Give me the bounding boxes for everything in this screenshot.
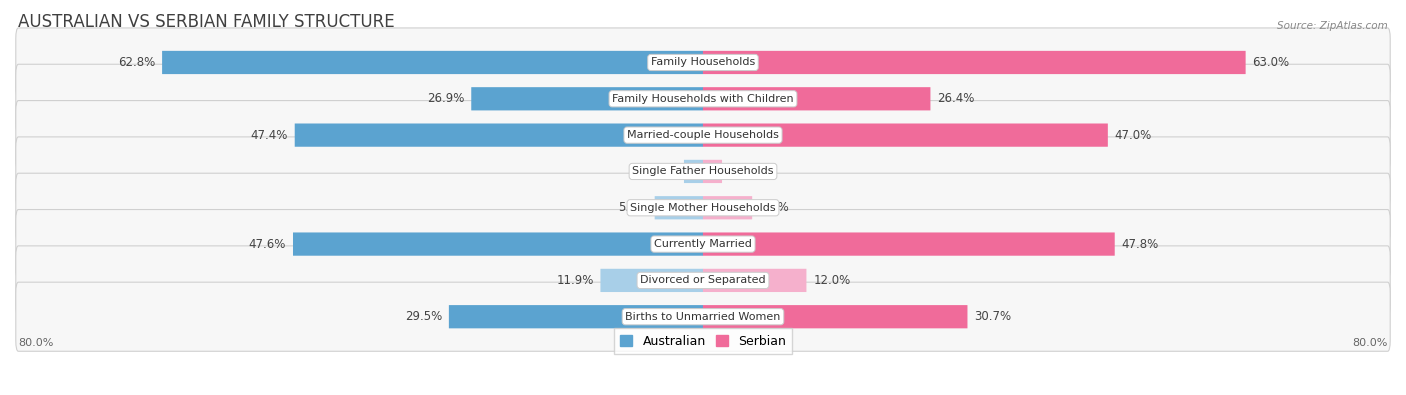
Text: Single Father Households: Single Father Households — [633, 166, 773, 177]
Text: 80.0%: 80.0% — [1353, 338, 1388, 348]
Text: Family Households: Family Households — [651, 58, 755, 68]
Text: 30.7%: 30.7% — [974, 310, 1011, 323]
Text: 80.0%: 80.0% — [18, 338, 53, 348]
FancyBboxPatch shape — [703, 196, 752, 219]
Text: 47.6%: 47.6% — [249, 237, 287, 250]
Text: 5.7%: 5.7% — [759, 201, 789, 214]
Legend: Australian, Serbian: Australian, Serbian — [613, 329, 793, 354]
FancyBboxPatch shape — [600, 269, 703, 292]
FancyBboxPatch shape — [703, 87, 931, 111]
FancyBboxPatch shape — [292, 233, 703, 256]
Text: AUSTRALIAN VS SERBIAN FAMILY STRUCTURE: AUSTRALIAN VS SERBIAN FAMILY STRUCTURE — [18, 13, 395, 30]
FancyBboxPatch shape — [15, 246, 1391, 315]
Text: 47.4%: 47.4% — [250, 129, 288, 142]
FancyBboxPatch shape — [471, 87, 703, 111]
FancyBboxPatch shape — [703, 233, 1115, 256]
Text: 26.4%: 26.4% — [938, 92, 974, 105]
FancyBboxPatch shape — [703, 269, 807, 292]
Text: Family Households with Children: Family Households with Children — [612, 94, 794, 104]
Text: 63.0%: 63.0% — [1253, 56, 1289, 69]
FancyBboxPatch shape — [15, 209, 1391, 278]
FancyBboxPatch shape — [449, 305, 703, 328]
FancyBboxPatch shape — [683, 160, 703, 183]
Text: 47.8%: 47.8% — [1122, 237, 1159, 250]
FancyBboxPatch shape — [15, 282, 1391, 351]
Text: Married-couple Households: Married-couple Households — [627, 130, 779, 140]
FancyBboxPatch shape — [15, 101, 1391, 170]
Text: 2.2%: 2.2% — [728, 165, 759, 178]
FancyBboxPatch shape — [15, 173, 1391, 242]
Text: 62.8%: 62.8% — [118, 56, 155, 69]
FancyBboxPatch shape — [703, 124, 1108, 147]
Text: 29.5%: 29.5% — [405, 310, 441, 323]
Text: Currently Married: Currently Married — [654, 239, 752, 249]
Text: Single Mother Households: Single Mother Households — [630, 203, 776, 213]
FancyBboxPatch shape — [703, 51, 1246, 74]
FancyBboxPatch shape — [15, 64, 1391, 134]
Text: Divorced or Separated: Divorced or Separated — [640, 275, 766, 286]
FancyBboxPatch shape — [162, 51, 703, 74]
Text: 47.0%: 47.0% — [1115, 129, 1152, 142]
Text: Births to Unmarried Women: Births to Unmarried Women — [626, 312, 780, 322]
Text: Source: ZipAtlas.com: Source: ZipAtlas.com — [1277, 21, 1388, 30]
FancyBboxPatch shape — [15, 28, 1391, 97]
Text: 11.9%: 11.9% — [557, 274, 593, 287]
FancyBboxPatch shape — [15, 137, 1391, 206]
Text: 5.6%: 5.6% — [619, 201, 648, 214]
Text: 2.2%: 2.2% — [647, 165, 678, 178]
FancyBboxPatch shape — [295, 124, 703, 147]
FancyBboxPatch shape — [703, 305, 967, 328]
Text: 12.0%: 12.0% — [813, 274, 851, 287]
FancyBboxPatch shape — [703, 160, 723, 183]
FancyBboxPatch shape — [655, 196, 703, 219]
Text: 26.9%: 26.9% — [427, 92, 464, 105]
